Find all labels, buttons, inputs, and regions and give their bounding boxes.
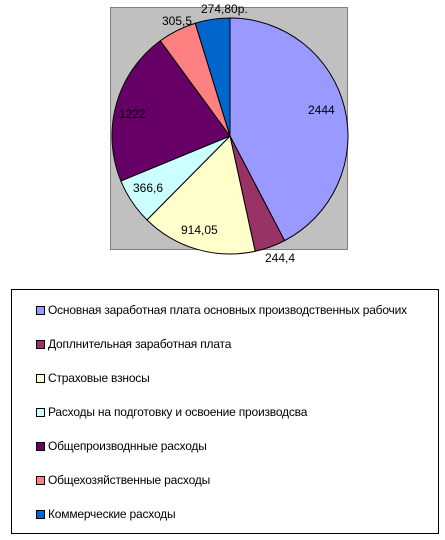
- legend-item: Коммерческие расходы: [36, 506, 176, 522]
- pie-slice: [194, 17, 231, 137]
- legend-label: Коммерческие расходы: [48, 507, 176, 521]
- pie-slices: [111, 17, 349, 255]
- legend-label: Основная заработная плата основных произ…: [48, 303, 407, 317]
- legend-swatch-icon: [36, 407, 45, 417]
- pie-slice: [111, 40, 231, 182]
- legend-item: Основная заработная плата основных произ…: [36, 302, 407, 318]
- legend-swatch-icon: [36, 475, 45, 485]
- legend-swatch-icon: [36, 509, 45, 519]
- legend-swatch-icon: [36, 373, 45, 383]
- data-label: 2444: [308, 103, 335, 117]
- legend-label: Общепроизводнные расходы: [48, 439, 207, 453]
- pie-slice: [146, 134, 256, 255]
- legend-swatch-icon: [36, 339, 45, 349]
- legend-item: Доплнительная заработная плата: [36, 336, 231, 352]
- data-label: 366,6: [133, 181, 163, 195]
- legend-item: Общехозяйственные расходы: [36, 472, 210, 488]
- pie-data-labels: 2444 244,4 914,05 366,6 1222 305,5 274,80р.: [119, 2, 335, 265]
- legend-item: Общепроизводнные расходы: [36, 438, 207, 454]
- legend-label: Расходы на подготовку и освоение произво…: [48, 405, 308, 419]
- data-label: 274,80р.: [201, 2, 248, 16]
- legend-label: Общехозяйственные расходы: [48, 473, 211, 487]
- data-label: 1222: [119, 107, 146, 121]
- legend-item: Расходы на подготовку и освоение произво…: [36, 404, 307, 420]
- chart-legend: Основная заработная плата основных произ…: [11, 289, 439, 534]
- pie-chart: 2444 244,4 914,05 366,6 1222 305,5 274,80р.: [111, 2, 349, 265]
- legend-item: Страховые взносы: [36, 370, 150, 386]
- legend-swatch-icon: [36, 305, 45, 315]
- legend-label: Страховые взносы: [48, 371, 150, 385]
- legend-label: Доплнительная заработная плата: [48, 337, 232, 351]
- pie-slice: [229, 17, 349, 242]
- data-label: 305,5: [162, 14, 192, 28]
- data-label: 244,4: [265, 251, 295, 265]
- data-label: 914,05: [181, 223, 218, 237]
- legend-swatch-icon: [36, 441, 45, 451]
